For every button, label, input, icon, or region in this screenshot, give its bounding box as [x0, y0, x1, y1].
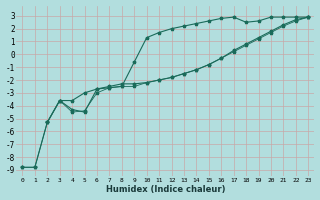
X-axis label: Humidex (Indice chaleur): Humidex (Indice chaleur) — [106, 185, 225, 194]
